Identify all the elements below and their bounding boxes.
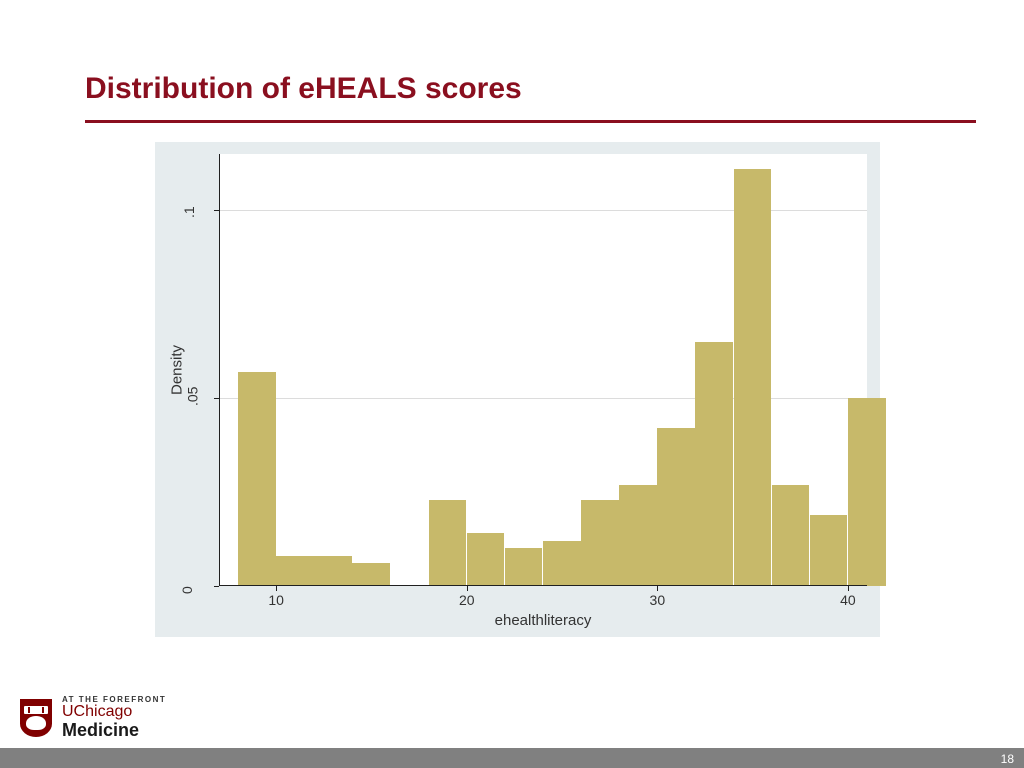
histogram-bar (619, 485, 657, 586)
x-axis-line (219, 585, 867, 586)
x-tick-label: 30 (650, 592, 666, 608)
y-axis-label: Density (169, 345, 186, 395)
logo-text: AT THE FOREFRONT UChicago Medicine (62, 696, 166, 740)
x-tick (276, 586, 277, 591)
histogram-bar (543, 541, 581, 586)
x-tick (848, 586, 849, 591)
histogram-bar (810, 515, 848, 586)
y-tick (214, 586, 219, 587)
x-axis-label: ehealthliteracy (495, 612, 592, 629)
y-tick (214, 398, 219, 399)
histogram-bar (429, 500, 467, 586)
histogram-bar (657, 428, 695, 586)
histogram-bar (276, 556, 314, 586)
title-block: Distribution of eHEALS scores (85, 72, 976, 123)
x-tick-label: 20 (459, 592, 475, 608)
histogram-bar (734, 169, 772, 586)
page-title: Distribution of eHEALS scores (85, 72, 976, 106)
slide: Distribution of eHEALS scores Density eh… (0, 0, 1024, 768)
y-tick-label: 0 (179, 586, 195, 594)
histogram-bar (314, 556, 352, 586)
histogram-bar (581, 500, 619, 586)
histogram-bar (848, 398, 886, 586)
histogram-bar (505, 548, 543, 586)
y-axis-line (219, 154, 220, 586)
histogram-bar (695, 342, 733, 586)
histogram-chart: Density ehealthliteracy 0 .05 .1 10 20 30 40 (155, 142, 880, 637)
y-tick (214, 210, 219, 211)
histogram-bar (772, 485, 810, 586)
logo-line-1: UChicago (62, 704, 166, 721)
histogram-bar (352, 563, 390, 586)
x-tick (467, 586, 468, 591)
histogram-bar (238, 372, 276, 586)
histogram-bar (467, 533, 505, 586)
title-rule (85, 120, 976, 123)
plot-region (219, 154, 867, 586)
uchicago-logo: AT THE FOREFRONT UChicago Medicine (20, 696, 166, 740)
logo-line-2: Medicine (62, 721, 166, 740)
page-number: 18 (1001, 752, 1014, 766)
x-tick-label: 10 (268, 592, 284, 608)
x-tick-label: 40 (840, 592, 856, 608)
x-tick (657, 586, 658, 591)
y-tick-label: .05 (185, 387, 201, 406)
shield-icon (20, 699, 52, 737)
footer-bar: 18 (0, 748, 1024, 768)
y-tick-label: .1 (181, 207, 197, 219)
